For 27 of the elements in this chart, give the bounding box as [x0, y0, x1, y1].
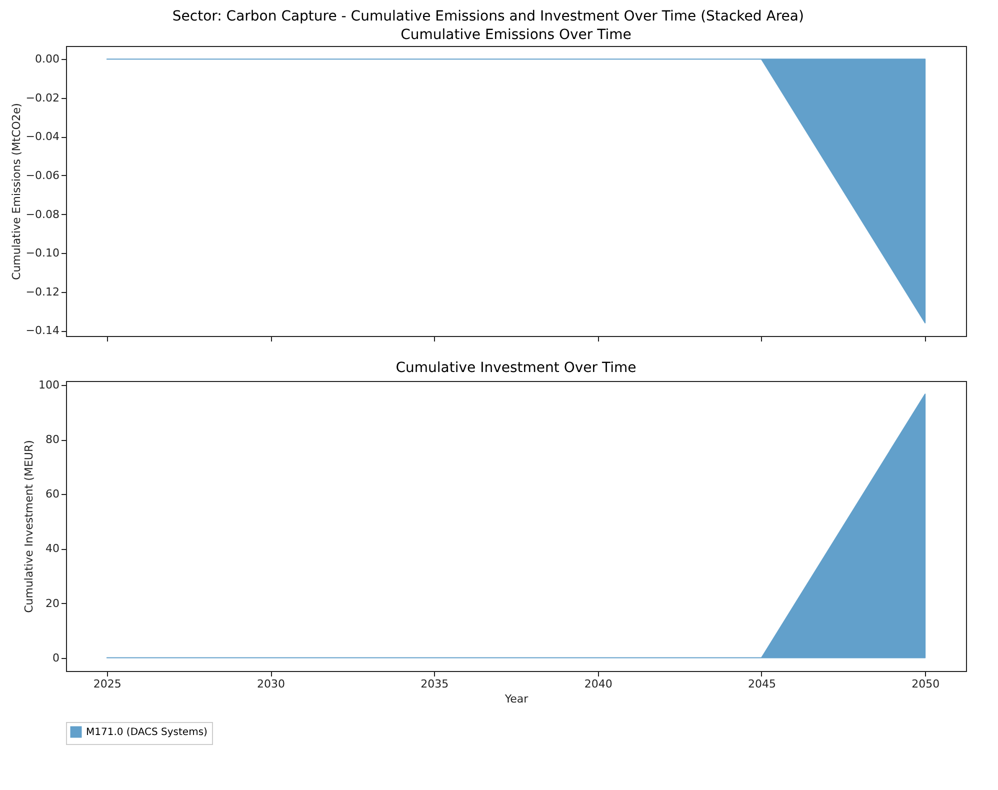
- y-tick-label: −0.02: [26, 91, 60, 104]
- chart-title: Cumulative Investment Over Time: [396, 360, 636, 376]
- y-tick-label: 40: [46, 542, 60, 556]
- y-tick-label: 0.00: [35, 52, 60, 66]
- x-tick-label: 2040: [584, 678, 612, 690]
- chart-title: Sector: Carbon Capture - Cumulative Emissions and Investment Over Time (Stacked Area): [172, 8, 804, 24]
- x-tick-label: 2030: [257, 678, 286, 690]
- y-tick-label: −0.12: [26, 285, 60, 298]
- x-tick-label: 2050: [912, 678, 940, 690]
- y-tick-label: −0.10: [26, 246, 60, 260]
- y-tick-label: 0: [52, 651, 60, 664]
- y-tick-label: −0.04: [26, 130, 60, 144]
- x-tick-label: 2045: [748, 678, 776, 690]
- y-tick-label: −0.08: [26, 208, 60, 221]
- x-axis-title: Year: [504, 692, 529, 706]
- legend-label: M171.0 (DACS Systems): [86, 727, 208, 738]
- y-tick-label: 80: [46, 433, 60, 446]
- y-tick-label: 100: [38, 378, 60, 392]
- chart-subtitle: Cumulative Emissions Over Time: [400, 27, 632, 43]
- y-tick-label: 60: [46, 488, 60, 501]
- y-tick-label: 20: [46, 596, 60, 610]
- y-tick-label: −0.14: [26, 324, 60, 338]
- y-tick-label: −0.06: [26, 168, 60, 182]
- x-tick-label: 2025: [93, 678, 122, 690]
- y-axis-title: Cumulative Investment (MEUR): [22, 440, 36, 613]
- y-axis-title: Cumulative Emissions (MtCO2e): [10, 103, 23, 280]
- x-tick-label: 2035: [420, 678, 449, 690]
